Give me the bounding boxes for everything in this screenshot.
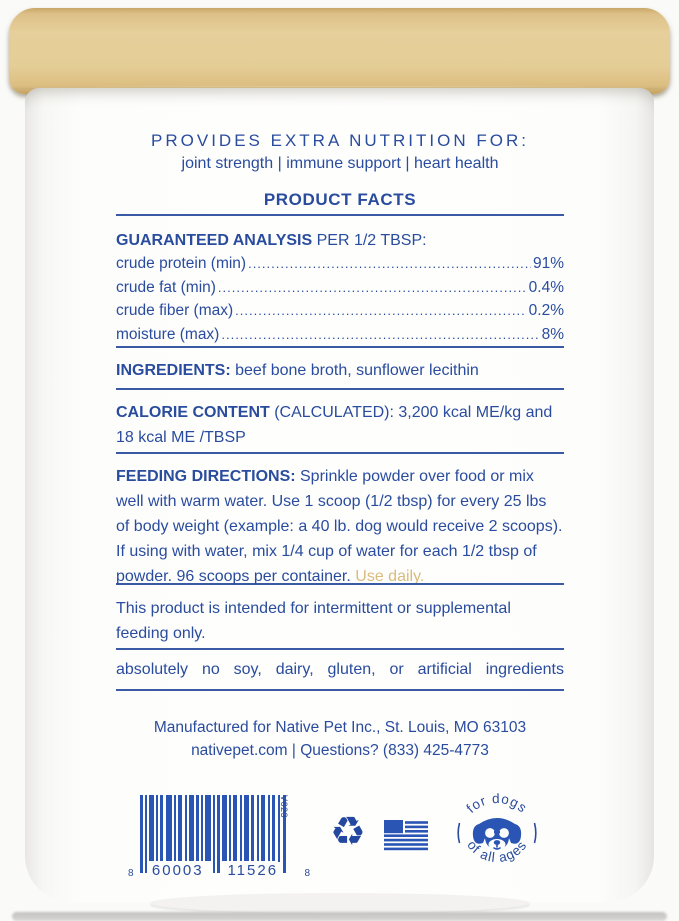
guaranteed-analysis-bold: GUARANTEED ANALYSIS bbox=[116, 232, 313, 249]
ingredients-section: INGREDIENTS: beef bone broth, sunflower … bbox=[116, 358, 564, 383]
divider bbox=[116, 689, 564, 691]
dog-face-icon bbox=[472, 818, 522, 850]
dot-leader bbox=[221, 323, 539, 347]
ingredients-text: beef bone broth, sunflower lecithin bbox=[230, 362, 479, 379]
feeding-label: FEEDING DIRECTIONS: bbox=[116, 468, 296, 485]
analysis-label: crude fat (min) bbox=[116, 278, 216, 296]
container-base bbox=[150, 893, 530, 913]
feeding-directions-section: FEEDING DIRECTIONS: Sprinkle powder over… bbox=[116, 464, 564, 589]
container-lid bbox=[9, 8, 670, 94]
barcode: 8 60003 11526 8 V623 bbox=[128, 795, 310, 881]
dot-leader bbox=[235, 299, 527, 323]
analysis-row: crude protein (min) 91% bbox=[116, 252, 564, 276]
floor-shadow bbox=[12, 912, 667, 921]
calorie-label: CALORIE CONTENT bbox=[116, 404, 270, 421]
calorie-section: CALORIE CONTENT (CALCULATED): 3,200 kcal… bbox=[116, 400, 564, 450]
dot-leader bbox=[218, 276, 527, 300]
analysis-value: 8% bbox=[541, 325, 564, 343]
use-daily-note: Use daily. bbox=[355, 568, 425, 585]
contact-line: nativepet.com | Questions? (833) 425-477… bbox=[191, 742, 489, 759]
analysis-value: 0.4% bbox=[528, 278, 564, 296]
divider bbox=[116, 452, 564, 454]
all-ages-badge: for dogs of all ages bbox=[457, 791, 537, 865]
feeding-text: Sprinkle powder over food or mix well wi… bbox=[116, 468, 563, 585]
guaranteed-analysis-table: crude protein (min) 91% crude fat (min) 0.… bbox=[116, 252, 564, 346]
barcode-group-2: 11526 bbox=[224, 862, 282, 879]
recycle-icon: ♻ bbox=[330, 809, 366, 855]
intermittent-feeding-disclaimer: This product is intended for intermitten… bbox=[116, 600, 511, 642]
ingredients-label: INGREDIENTS: bbox=[116, 362, 231, 379]
barcode-digit-left: 8 bbox=[128, 868, 134, 879]
container-body bbox=[25, 88, 654, 902]
badge-ring-right bbox=[533, 822, 537, 844]
provides-heading: PROVIDES EXTRA NUTRITION FOR: bbox=[151, 131, 529, 150]
barcode-group-1: 60003 bbox=[148, 862, 207, 879]
analysis-value: 91% bbox=[532, 255, 564, 272]
analysis-label: crude fiber (max) bbox=[116, 302, 234, 319]
dot-leader bbox=[248, 252, 531, 276]
calorie-text: (CALCULATED): 3,200 kcal ME/kg and 18 kc… bbox=[116, 404, 553, 446]
analysis-label: crude protein (min) bbox=[116, 255, 247, 272]
badge-text-top: for dogs bbox=[463, 791, 530, 816]
guaranteed-analysis-heading: GUARANTEED ANALYSIS PER 1/2 TBSP: bbox=[116, 228, 564, 253]
guaranteed-analysis-rest: PER 1/2 TBSP: bbox=[312, 232, 427, 249]
barcode-bars bbox=[140, 795, 286, 873]
divider bbox=[116, 648, 564, 650]
divider bbox=[116, 388, 564, 390]
badge-ring-left bbox=[457, 822, 461, 844]
analysis-row: crude fiber (max) 0.2% bbox=[116, 299, 564, 323]
barcode-version-code: V623 bbox=[278, 795, 289, 819]
us-flag-icon bbox=[384, 820, 428, 851]
barcode-digit-right: 8 bbox=[304, 868, 310, 879]
analysis-value: 0.2% bbox=[528, 302, 564, 319]
analysis-row: crude fat (min) 0.4% bbox=[116, 276, 564, 300]
manufacturer-line: Manufactured for Native Pet Inc., St. Lo… bbox=[153, 719, 527, 736]
benefits-line: joint strength | immune support | heart … bbox=[181, 155, 499, 172]
barcode-digit-groups: 60003 11526 bbox=[140, 862, 290, 879]
divider bbox=[116, 346, 564, 348]
divider bbox=[116, 214, 564, 216]
analysis-label: moisture (max) bbox=[116, 325, 220, 343]
analysis-row: moisture (max) 8% bbox=[116, 323, 564, 347]
divider bbox=[116, 583, 564, 585]
no-artificial-ingredients-claim: absolutely no soy, dairy, gluten, or art… bbox=[116, 661, 564, 678]
product-facts-title: PRODUCT FACTS bbox=[263, 190, 417, 209]
